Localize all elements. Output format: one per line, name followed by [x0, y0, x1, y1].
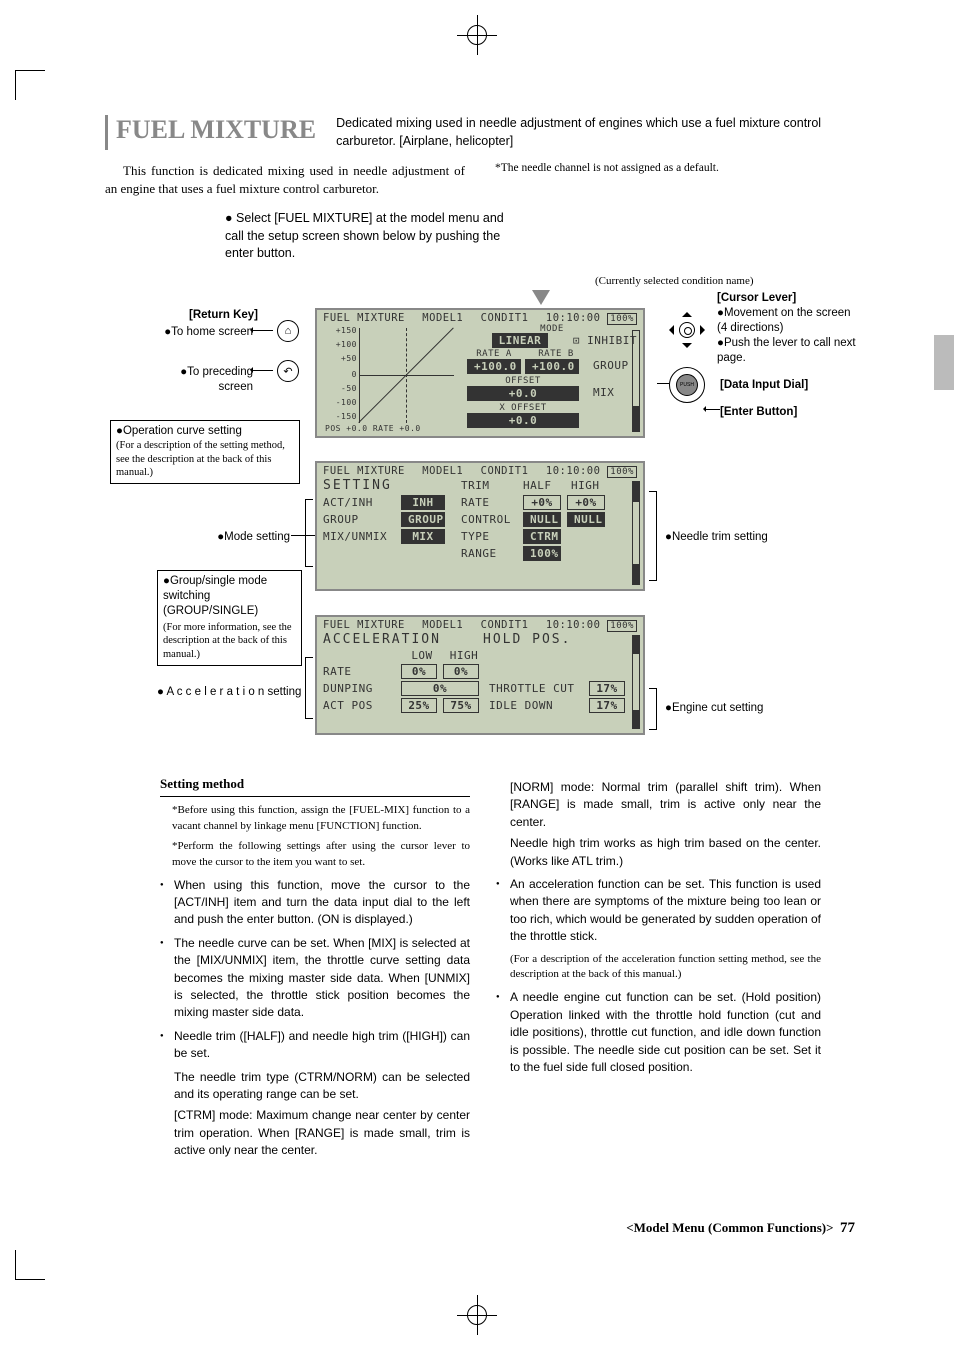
back-icon[interactable]: ↶ [277, 360, 299, 382]
anno-enter-btn: [Enter Button] [720, 405, 797, 420]
type-value[interactable]: CTRM [523, 529, 561, 544]
note-2: *Perform the following settings after us… [172, 839, 470, 871]
act-pos-low[interactable]: 25% [401, 698, 437, 713]
mixunmix-label: MIX/UNMIX [323, 530, 401, 543]
setting-heading-row: SETTING TRIM HALF HIGH [317, 477, 643, 494]
mix-label: MIX [593, 386, 614, 401]
lcd-screen-2: FUEL MIXTURE MODEL1 CONDIT1 10:10:00 100… [315, 461, 645, 591]
rate-high[interactable]: +0% [567, 495, 605, 510]
right-bullet-1: An acceleration function can be set. Thi… [496, 876, 821, 946]
group-label-2: GROUP [323, 513, 401, 526]
section-tab [934, 335, 954, 390]
bullet-3-p1: The needle trim type (CTRM/NORM) can be … [174, 1069, 470, 1104]
page-title: FUEL MIXTURE [116, 115, 316, 145]
right-p1: [NORM] mode: Normal trim (parallel shift… [510, 779, 821, 831]
page-subtitle: Dedicated mixing used in needle adjustme… [336, 115, 855, 150]
anno-group-single: ●Group/single mode switching (GROUP/SING… [157, 570, 302, 666]
act-inh-label: ACT/INH [323, 496, 401, 509]
act-pos-high[interactable]: 75% [443, 698, 479, 713]
lcd-screen-3: FUEL MIXTURE MODEL1 CONDIT1 10:10:00 100… [315, 615, 645, 735]
note-1: *Before using this function, assign the … [172, 803, 470, 835]
bullet-3: Needle trim ([HALF]) and needle high tri… [160, 1028, 470, 1063]
accel-rate-low[interactable]: 0% [401, 664, 437, 679]
anno-needle-trim: ●Needle trim setting [665, 530, 768, 545]
group-label: GROUP [593, 359, 629, 374]
bullet-1: When using this function, move the curso… [160, 877, 470, 929]
right-p2: Needle high trim works as high trim base… [510, 835, 821, 870]
intro-note: *The needle channel is not assigned as a… [495, 162, 855, 198]
anno-data-dial: [Data Input Dial] [720, 378, 808, 393]
select-instruction: ● Select [FUEL MIXTURE] at the model men… [225, 210, 525, 263]
anno-op-curve: ●Operation curve setting (For a descript… [110, 420, 300, 484]
range-value[interactable]: 100% [523, 546, 561, 561]
right-bullet-2: A needle engine cut function can be set.… [496, 989, 821, 1076]
anno-accel: ● A c c e l e r a t i o n setting [157, 685, 302, 700]
rate-half[interactable]: +0% [523, 495, 561, 510]
accel-rate-label: RATE [323, 665, 401, 678]
rate-b-value[interactable]: +100.0 [525, 359, 579, 374]
control-half[interactable]: NULL [523, 512, 561, 527]
setting-method-heading: Setting method [160, 775, 470, 797]
idle-down-value[interactable]: 17% [589, 698, 625, 713]
group-value[interactable]: GROUP [401, 512, 445, 527]
mode-value[interactable]: LINEAR [492, 333, 549, 348]
mixunmix-value[interactable]: MIX [401, 529, 445, 544]
bullet-3-p2: [CTRM] mode: Maximum change near center … [174, 1107, 470, 1159]
inhibit-label: INHIBIT [587, 334, 637, 347]
bullet-2: The needle curve can be set. When [MIX] … [160, 935, 470, 1022]
condition-name-label: (Currently selected condition name) [595, 275, 754, 287]
data-dial-icon[interactable]: PUSH [669, 367, 705, 403]
anno-to-preceding: ●To preceding screen [155, 365, 253, 395]
anno-engine-cut: ●Engine cut setting [665, 701, 763, 716]
act-inh-value[interactable]: INH [401, 495, 445, 510]
right-b1-note: (For a description of the acceleration f… [510, 952, 821, 984]
accel-heading-row: ACCELERATION HOLD POS. [317, 631, 643, 648]
act-pos-label: ACT POS [323, 699, 401, 712]
rate-a-value[interactable]: +100.0 [467, 359, 521, 374]
intro-text: This function is dedicated mixing used i… [105, 162, 465, 198]
anno-mode-setting: ●Mode setting [165, 530, 290, 545]
anno-cursor: [Cursor Lever] ●Movement on the screen (… [717, 291, 857, 366]
dunping-label: DUNPING [323, 682, 401, 695]
throttle-cut-value[interactable]: 17% [589, 681, 625, 696]
control-high[interactable]: NULL [567, 512, 605, 527]
x-offset-value[interactable]: +0.0 [467, 413, 579, 428]
offset-value[interactable]: +0.0 [467, 386, 579, 401]
anno-return-key: [Return Key] [163, 308, 258, 323]
lcd-screen-1: FUEL MIXTURE MODEL1 CONDIT1 10:10:00 100… [315, 308, 645, 438]
anno-to-home: ●To home screen [163, 325, 253, 340]
home-icon[interactable]: ⌂ [277, 320, 299, 342]
page-footer: <Model Menu (Common Functions)> 77 [626, 1220, 855, 1237]
curve-chart: +150 +100 +50 0 -50 -100 -150 POS +0.0 R… [325, 328, 455, 423]
dunping-value[interactable]: 0% [401, 681, 479, 696]
cursor-pad-icon[interactable] [667, 310, 707, 350]
accel-rate-high[interactable]: 0% [443, 664, 479, 679]
